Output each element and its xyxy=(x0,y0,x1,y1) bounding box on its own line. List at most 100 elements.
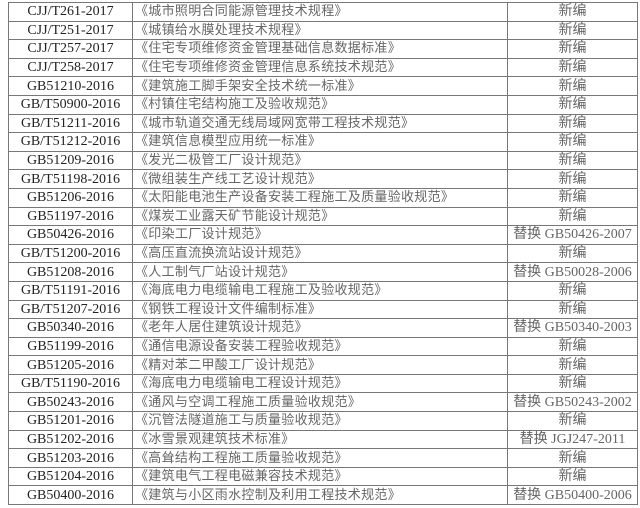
standard-name: 《高压直流换流站设计规范》 xyxy=(132,243,508,264)
table-row: GB51208-2016 《人工制气厂站设计规范》 替换 GB50028-2006 xyxy=(8,262,638,282)
standard-code: GB51206-2016 xyxy=(8,187,133,208)
standard-name: 《住宅专项维修资金管理基础信息数据标准》 xyxy=(132,39,508,59)
standard-name: 《住宅专项维修资金管理信息系统技术规范》 xyxy=(132,57,508,78)
standard-name: 《微组装生产线工艺设计规范》 xyxy=(132,169,508,189)
standard-name: 《通信电源设备安装工程验收规范》 xyxy=(132,336,508,357)
standard-status: 替换 JGJ247-2011 xyxy=(507,429,638,450)
standard-status: 新编 xyxy=(507,206,638,227)
table-row: GB/T51211-2016 《城市轨道交通无线局域网宽带工程技术规范》 新编 xyxy=(8,113,638,134)
standard-code: GB51208-2016 xyxy=(8,262,133,282)
table-row: GB51197-2016 《煤炭工业露天矿节能设计规范》 新编 xyxy=(8,206,638,227)
standard-code: CJJ/T251-2017 xyxy=(8,20,133,41)
standard-status: 新编 xyxy=(507,187,638,208)
table-row: GB/T51212-2016 《建筑信息模型应用统一标准》 新编 xyxy=(8,132,638,152)
standard-name: 《城镇给水膜处理技术规程》 xyxy=(132,20,508,41)
standard-name: 《沉管法隧道施工与质量验收规范》 xyxy=(132,411,508,431)
standard-code: GB51202-2016 xyxy=(8,429,133,450)
table-row: GB51209-2016 《发光二极管工厂设计规范》 新编 xyxy=(8,150,638,171)
table-row: GB51206-2016 《太阳能电池生产设备安装工程施工及质量验收规范》 新编 xyxy=(8,187,638,208)
standard-name: 《精对苯二甲酸工厂设计规范》 xyxy=(132,355,508,375)
standard-code: GB/T51212-2016 xyxy=(8,132,133,152)
standard-status: 新编 xyxy=(507,76,638,96)
standard-name: 《钢铁工程设计文件编制标准》 xyxy=(132,299,508,320)
standard-name: 《印染工厂设计规范》 xyxy=(132,225,508,245)
standard-code: GB/T51198-2016 xyxy=(8,169,133,189)
table-row: GB/T51198-2016 《微组装生产线工艺设计规范》 新编 xyxy=(8,169,638,189)
standard-code: GB51201-2016 xyxy=(8,411,133,431)
standard-code: GB/T51200-2016 xyxy=(8,243,133,264)
table-row: CJJ/T251-2017 《城镇给水膜处理技术规程》 新编 xyxy=(8,20,638,41)
table-row: GB51203-2016 《高耸结构工程施工质量验收规范》 新编 xyxy=(8,448,638,468)
standard-code: GB51203-2016 xyxy=(8,448,133,468)
standard-name: 《海底电力电缆输电工程施工及验收规范》 xyxy=(132,280,508,301)
standard-status: 替换 GB50340-2003 xyxy=(507,318,638,338)
standard-name: 《通风与空调工程施工质量验收规范》 xyxy=(132,392,508,413)
table-row: GB51202-2016 《冰雪景观建筑技术标准》 替换 JGJ247-2011 xyxy=(8,429,638,450)
standard-code: GB/T51191-2016 xyxy=(8,280,133,301)
standard-code: GB51209-2016 xyxy=(8,150,133,171)
standard-name: 《村镇住宅结构施工及验收规范》 xyxy=(132,94,508,115)
table-row: GB51204-2016 《建筑电气工程电磁兼容技术规范》 新编 xyxy=(8,466,638,487)
table-row: GB/T51200-2016 《高压直流换流站设计规范》 新编 xyxy=(8,243,638,264)
table-row: GB51199-2016 《通信电源设备安装工程验收规范》 新编 xyxy=(8,336,638,357)
standard-status: 新编 xyxy=(507,299,638,320)
standards-table: CJJ/T261-2017 《城市照明合同能源管理技术规程》 新编 CJJ/T251-… xyxy=(8,2,638,506)
standard-status: 替换 GB50400-2006 xyxy=(507,485,638,506)
standard-name: 《建筑与小区雨水控制及利用工程技术规范》 xyxy=(132,485,508,506)
standard-status: 新编 xyxy=(507,113,638,134)
standard-status: 新编 xyxy=(507,243,638,264)
standard-name: 《人工制气厂站设计规范》 xyxy=(132,262,508,282)
table-row: CJJ/T258-2017 《住宅专项维修资金管理信息系统技术规范》 新编 xyxy=(8,57,638,78)
table-row: GB50243-2016 《通风与空调工程施工质量验收规范》 替换 GB50243-… xyxy=(8,392,638,413)
standard-name: 《建筑电气工程电磁兼容技术规范》 xyxy=(132,466,508,487)
standards-table-body: CJJ/T261-2017 《城市照明合同能源管理技术规程》 新编 CJJ/T251-… xyxy=(8,2,638,506)
standard-status: 新编 xyxy=(507,20,638,41)
standard-status: 替换 GB50426-2007 xyxy=(507,225,638,245)
standard-code: CJJ/T258-2017 xyxy=(8,57,133,78)
standard-status: 新编 xyxy=(507,373,638,394)
standard-code: GB/T50900-2016 xyxy=(8,94,133,115)
standard-name: 《城市照明合同能源管理技术规程》 xyxy=(132,2,508,22)
standard-name: 《发光二极管工厂设计规范》 xyxy=(132,150,508,171)
standard-code: CJJ/T257-2017 xyxy=(8,39,133,59)
table-row: GB50400-2016 《建筑与小区雨水控制及利用工程技术规范》 替换 GB504… xyxy=(8,485,638,506)
standard-name: 《冰雪景观建筑技术标准》 xyxy=(132,429,508,450)
standard-status: 新编 xyxy=(507,466,638,487)
table-row: GB51201-2016 《沉管法隧道施工与质量验收规范》 新编 xyxy=(8,411,638,431)
standard-name: 《城市轨道交通无线局域网宽带工程技术规范》 xyxy=(132,113,508,134)
standard-code: GB50243-2016 xyxy=(8,392,133,413)
standard-status: 新编 xyxy=(507,169,638,189)
standard-status: 新编 xyxy=(507,355,638,375)
standard-status: 新编 xyxy=(507,94,638,115)
standard-status: 新编 xyxy=(507,336,638,357)
table-row: CJJ/T261-2017 《城市照明合同能源管理技术规程》 新编 xyxy=(8,2,638,22)
standard-name: 《太阳能电池生产设备安装工程施工及质量验收规范》 xyxy=(132,187,508,208)
table-row: GB50340-2016 《老年人居住建筑设计规范》 替换 GB50340-2003 xyxy=(8,318,638,338)
standard-status: 新编 xyxy=(507,39,638,59)
standard-code: GB51199-2016 xyxy=(8,336,133,357)
table-row: GB/T51190-2016 《海底电力电缆输电工程设计规范》 新编 xyxy=(8,373,638,394)
table-row: GB50426-2016 《印染工厂设计规范》 替换 GB50426-2007 xyxy=(8,225,638,245)
standard-name: 《海底电力电缆输电工程设计规范》 xyxy=(132,373,508,394)
standard-status: 替换 GB50243-2002 xyxy=(507,392,638,413)
standard-status: 新编 xyxy=(507,448,638,468)
standard-code: CJJ/T261-2017 xyxy=(8,2,133,22)
standard-code: GB50426-2016 xyxy=(8,225,133,245)
standard-status: 新编 xyxy=(507,2,638,22)
standard-status: 新编 xyxy=(507,280,638,301)
standard-code: GB/T51207-2016 xyxy=(8,299,133,320)
standard-name: 《建筑施工脚手架安全技术统一标准》 xyxy=(132,76,508,96)
standard-code: GB51205-2016 xyxy=(8,355,133,375)
table-row: GB/T51207-2016 《钢铁工程设计文件编制标准》 新编 xyxy=(8,299,638,320)
standard-status: 新编 xyxy=(507,57,638,78)
standard-code: GB51204-2016 xyxy=(8,466,133,487)
table-row: GB51210-2016 《建筑施工脚手架安全技术统一标准》 新编 xyxy=(8,76,638,96)
standard-code: GB/T51190-2016 xyxy=(8,373,133,394)
standard-name: 《高耸结构工程施工质量验收规范》 xyxy=(132,448,508,468)
table-row: GB/T51191-2016 《海底电力电缆输电工程施工及验收规范》 新编 xyxy=(8,280,638,301)
standard-code: GB50400-2016 xyxy=(8,485,133,506)
table-row: GB51205-2016 《精对苯二甲酸工厂设计规范》 新编 xyxy=(8,355,638,375)
standard-code: GB50340-2016 xyxy=(8,318,133,338)
standard-name: 《老年人居住建筑设计规范》 xyxy=(132,318,508,338)
table-row: GB/T50900-2016 《村镇住宅结构施工及验收规范》 新编 xyxy=(8,94,638,115)
